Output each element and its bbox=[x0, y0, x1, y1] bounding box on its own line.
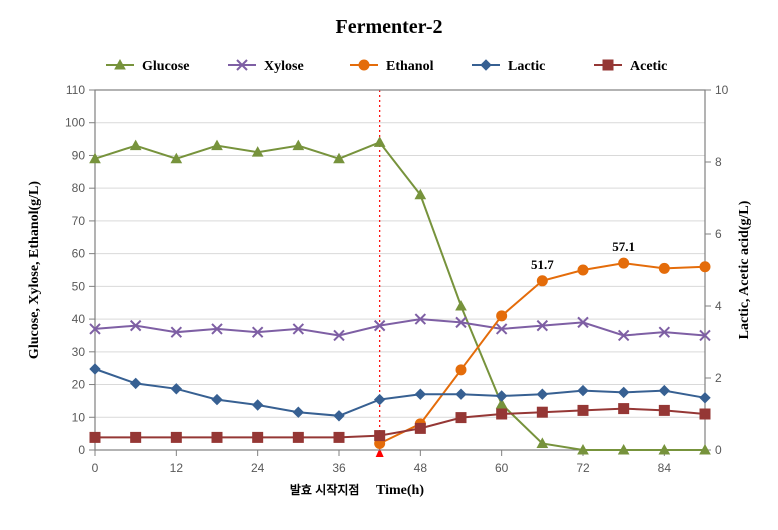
x-tick-label: 72 bbox=[576, 461, 590, 475]
chart-title: Fermenter-2 bbox=[336, 16, 443, 38]
fermentation-start-annotation: 발효 시작지점 bbox=[290, 482, 360, 497]
y-left-tick-label: 90 bbox=[72, 148, 86, 162]
chart-svg: Fermenter-201224364860728401020304050607… bbox=[0, 0, 778, 530]
y-right-axis-label: Lactic, Acetic acid(g/L) bbox=[737, 200, 752, 339]
y-left-tick-label: 10 bbox=[72, 410, 86, 424]
x-tick-label: 60 bbox=[495, 461, 509, 475]
y-left-tick-label: 40 bbox=[72, 312, 86, 326]
x-tick-label: 0 bbox=[92, 461, 99, 475]
y-left-tick-label: 20 bbox=[72, 378, 86, 392]
y-left-axis-label: Glucose, Xylose, Ethanol(g/L) bbox=[27, 181, 42, 359]
legend-item-acetic: Acetic bbox=[594, 59, 667, 74]
legend-label: Acetic bbox=[630, 59, 667, 74]
y-right-tick-label: 0 bbox=[715, 443, 722, 457]
y-left-tick-label: 0 bbox=[78, 443, 85, 457]
legend-label: Ethanol bbox=[386, 59, 434, 74]
legend-item-glucose: Glucose bbox=[106, 59, 189, 74]
legend-item-xylose: Xylose bbox=[228, 59, 304, 74]
y-right-tick-label: 6 bbox=[715, 227, 722, 241]
x-tick-label: 48 bbox=[414, 461, 428, 475]
x-tick-label: 24 bbox=[251, 461, 265, 475]
data-label: 57.1 bbox=[612, 239, 635, 254]
legend-label: Glucose bbox=[142, 59, 189, 74]
legend-label: Lactic bbox=[508, 59, 545, 74]
y-right-tick-label: 10 bbox=[715, 83, 729, 97]
y-left-tick-label: 60 bbox=[72, 247, 86, 261]
legend-label: Xylose bbox=[264, 59, 304, 74]
y-left-tick-label: 100 bbox=[65, 116, 85, 130]
y-right-tick-label: 4 bbox=[715, 299, 722, 313]
x-axis-label: Time(h) bbox=[376, 483, 424, 498]
data-label: 51.7 bbox=[531, 257, 554, 272]
x-tick-label: 84 bbox=[658, 461, 672, 475]
legend-item-lactic: Lactic bbox=[472, 59, 545, 74]
y-left-tick-label: 30 bbox=[72, 345, 86, 359]
chart-container: { "chart": { "type": "line", "title": "F… bbox=[0, 0, 778, 530]
legend-item-ethanol: Ethanol bbox=[350, 59, 434, 74]
x-tick-label: 12 bbox=[170, 461, 184, 475]
y-right-tick-label: 2 bbox=[715, 371, 722, 385]
y-left-tick-label: 50 bbox=[72, 279, 86, 293]
x-tick-label: 36 bbox=[332, 461, 346, 475]
y-left-tick-label: 70 bbox=[72, 214, 86, 228]
y-right-tick-label: 8 bbox=[715, 155, 722, 169]
y-left-tick-label: 110 bbox=[66, 83, 85, 97]
y-left-tick-label: 80 bbox=[72, 181, 86, 195]
